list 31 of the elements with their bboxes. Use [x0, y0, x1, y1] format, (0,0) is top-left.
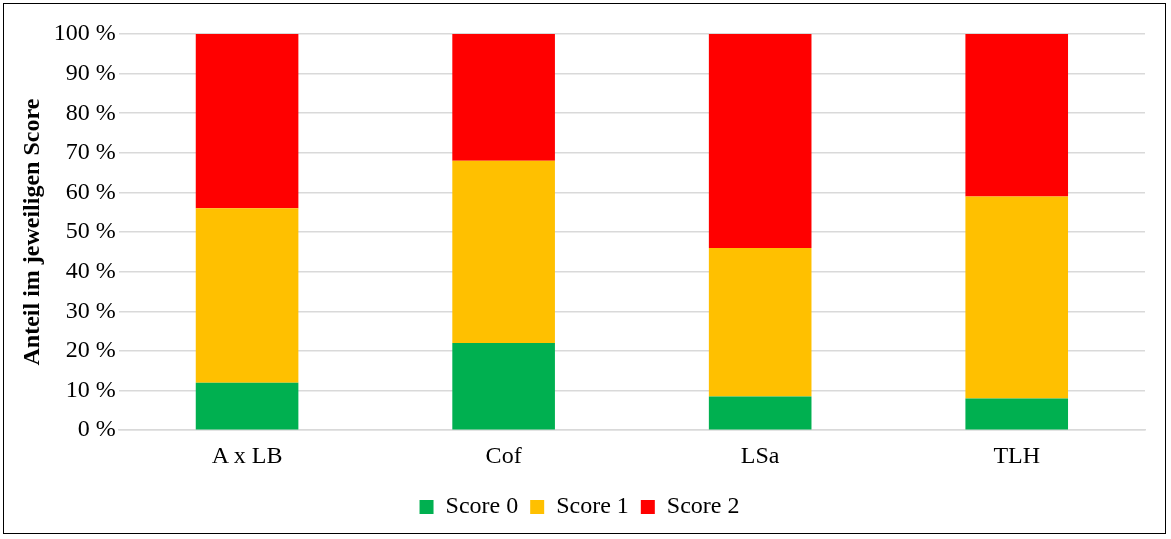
legend-label: Score 0	[445, 492, 519, 519]
y-tick-label: 50 %	[65, 217, 116, 244]
bar	[195, 34, 299, 209]
bar	[708, 396, 812, 430]
bar	[708, 247, 812, 397]
x-tick-label: LSa	[740, 441, 780, 468]
y-tick-label: 40 %	[65, 257, 116, 284]
legend-label: Score 2	[666, 492, 740, 519]
y-tick-label: 60 %	[65, 177, 116, 204]
x-tick-label: Cof	[485, 441, 522, 468]
y-tick-label: 30 %	[65, 296, 116, 323]
y-tick-label: 0 %	[77, 415, 116, 442]
x-tick-label: A x LB	[211, 441, 283, 468]
y-tick-label: 100 %	[53, 19, 116, 46]
bar	[195, 382, 299, 430]
y-axis-title: Anteil im jeweiligen Score	[17, 98, 44, 366]
bar	[708, 34, 812, 248]
bar	[452, 34, 555, 161]
y-tick-label: 90 %	[65, 58, 116, 85]
x-tick-label: TLH	[993, 441, 1041, 468]
bar	[452, 343, 555, 430]
y-tick-label: 70 %	[65, 138, 116, 165]
y-tick-label: 10 %	[65, 375, 116, 402]
bar	[965, 398, 1069, 430]
y-tick-label: 80 %	[65, 98, 116, 125]
bar	[965, 34, 1069, 197]
bar	[195, 208, 299, 383]
legend-label: Score 1	[556, 492, 629, 519]
bar	[965, 196, 1069, 399]
y-tick-label: 20 %	[65, 336, 116, 363]
bar	[452, 160, 555, 344]
